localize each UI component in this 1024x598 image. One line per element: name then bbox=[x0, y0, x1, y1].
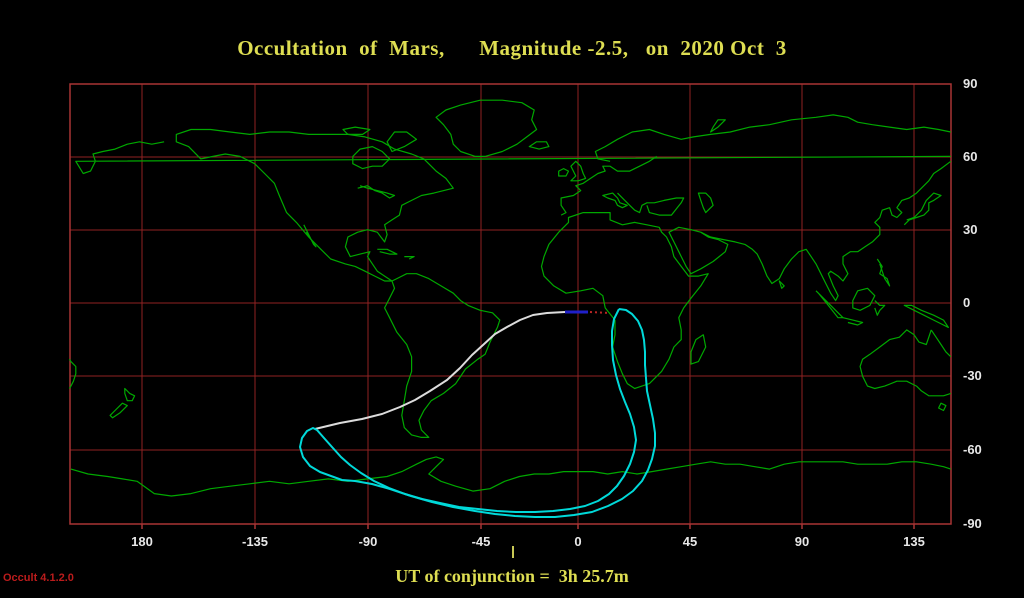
coast-balkans-turkey-blacksea bbox=[617, 192, 685, 216]
coast-italy bbox=[602, 192, 628, 209]
coast-europe-west bbox=[560, 155, 658, 216]
occultation-paths bbox=[299, 308, 656, 518]
coast-antarctica bbox=[70, 456, 951, 497]
coast-sulawesi bbox=[874, 300, 886, 316]
coast-sri-lanka bbox=[778, 280, 785, 289]
lon-label-90: 90 bbox=[794, 534, 810, 549]
coast-south-east-asia-coast bbox=[700, 160, 952, 302]
coast-nz-north-island bbox=[124, 387, 136, 402]
lon-label--45: -45 bbox=[471, 534, 491, 549]
coast-hudson-bay bbox=[352, 146, 391, 170]
lat-label-30: 30 bbox=[963, 222, 978, 237]
coast-scandinavia-arctic-russia bbox=[594, 114, 951, 162]
limit-outer bbox=[299, 308, 656, 518]
coast-baja-california bbox=[303, 224, 317, 248]
conjunction-text: UT of conjunction = 3h 25.7m bbox=[395, 566, 629, 586]
page-title: Occultation of Mars, Magnitude -2.5, on … bbox=[237, 36, 787, 60]
lon-label-45: 45 bbox=[682, 534, 698, 549]
coast-hispaniola bbox=[404, 256, 415, 260]
axis-ticks bbox=[141, 524, 915, 529]
lon-label--90: -90 bbox=[358, 534, 378, 549]
lon-label-0: 0 bbox=[574, 534, 582, 549]
coast-great-britain bbox=[570, 160, 587, 182]
coast-australia-northeast bbox=[930, 329, 952, 358]
coast-great-lakes bbox=[357, 185, 396, 199]
coast-australia bbox=[859, 329, 951, 397]
coast-japan bbox=[903, 192, 942, 226]
coast-ireland bbox=[558, 168, 570, 177]
coast-iceland bbox=[528, 141, 550, 150]
coast-borneo bbox=[852, 287, 876, 311]
center-line-red-dotted bbox=[589, 311, 611, 314]
coast-australia-east-sliver bbox=[68, 358, 77, 389]
lon-label--135: -135 bbox=[241, 534, 269, 549]
coast-chukotka-kamchatka bbox=[75, 141, 951, 175]
coast-victoria-island bbox=[342, 126, 371, 135]
lat-label--90: -90 bbox=[963, 516, 982, 531]
coast-caspian-sea bbox=[697, 192, 714, 214]
coastlines bbox=[68, 99, 952, 497]
grid-lines bbox=[70, 83, 951, 525]
coast-philippines bbox=[876, 258, 891, 287]
version-text: Occult 4.1.2.0 bbox=[3, 572, 74, 584]
coast-tasmania bbox=[937, 402, 947, 412]
coast-java bbox=[842, 317, 864, 326]
lat-label--30: -30 bbox=[963, 368, 982, 383]
coast-nz-south-island bbox=[109, 402, 128, 419]
coast-cuba bbox=[377, 248, 398, 255]
coast-sumatra bbox=[815, 290, 844, 319]
lon-label-180: 180 bbox=[131, 534, 153, 549]
coast-arabia bbox=[668, 226, 729, 275]
coast-new-guinea bbox=[903, 304, 950, 328]
limit-inner bbox=[316, 308, 637, 513]
coast-madagascar bbox=[690, 334, 707, 365]
coast-greenland bbox=[435, 99, 538, 157]
coast-baffin-island bbox=[386, 131, 418, 153]
map-frame bbox=[69, 83, 952, 525]
coast-africa bbox=[540, 212, 709, 390]
lon-label-135: 135 bbox=[903, 534, 925, 549]
center-line-white bbox=[314, 311, 566, 430]
conjunction-tick bbox=[512, 546, 514, 558]
lat-label-90: 90 bbox=[963, 76, 978, 91]
lat-label-0: 0 bbox=[963, 295, 971, 310]
lat-label--60: -60 bbox=[963, 442, 982, 457]
coast-novaya-zemlya bbox=[709, 119, 726, 133]
coast-south-america bbox=[384, 273, 501, 438]
lat-label-60: 60 bbox=[963, 149, 978, 164]
